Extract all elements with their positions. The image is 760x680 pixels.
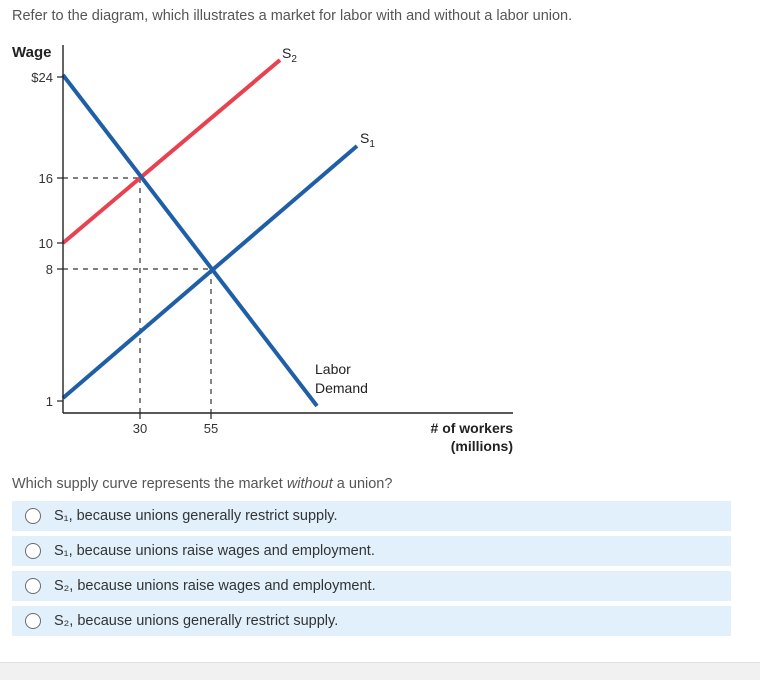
s1-supply-curve [61,144,359,400]
question-stem-emphasis: without [286,476,333,492]
question-stem-after: a union? [332,476,393,492]
x-tick-label-30: 30 [133,421,147,436]
s2-label-sub: 2 [291,54,297,65]
s1-label-main: S [360,130,369,146]
x-tick-label-55: 55 [204,421,218,436]
y-axis-title: Wage [12,44,51,61]
y-tick-label-16: 16 [39,171,53,186]
answer-option-1[interactable]: S₁, because unions generally restrict su… [12,501,731,531]
answer-option-label: S₂, because unions raise wages and emplo… [54,578,376,594]
radio-unselected-icon[interactable] [25,508,41,524]
s2-supply-curve [61,58,282,245]
radio-unselected-icon[interactable] [25,578,41,594]
demand-label-line1: Labor [315,361,351,377]
y-tick-label-24: $24 [31,70,53,85]
radio-unselected-icon[interactable] [25,543,41,559]
footer-bar [0,662,760,680]
s2-label-main: S [282,45,291,61]
s2-label: S2 [282,45,297,65]
answer-option-3[interactable]: S₂, because unions raise wages and emplo… [12,571,731,601]
y-tick-label-10: 10 [39,236,53,251]
s1-label-sub: 1 [369,139,375,150]
answer-option-label: S₁, because unions raise wages and emplo… [54,543,375,559]
s1-label: S1 [360,130,375,150]
y-tick-label-1: 1 [46,394,53,409]
x-axis-title-line1: # of workers [431,420,514,436]
answer-option-label: S₁, because unions generally restrict su… [54,508,338,524]
labor-demand-curve [61,73,319,408]
labor-market-chart: Wage $24 16 10 8 1 30 55 # of workers (m… [0,36,560,466]
answer-option-label: S₂, because unions generally restrict su… [54,613,339,629]
answer-option-4[interactable]: S₂, because unions generally restrict su… [12,606,731,636]
question-stem: Which supply curve represents the market… [12,476,392,492]
question-stem-before: Which supply curve represents the market [12,476,287,492]
x-axis-title-line2: (millions) [451,438,513,454]
question-prompt: Refer to the diagram, which illustrates … [12,8,573,24]
answer-option-2[interactable]: S₁, because unions raise wages and emplo… [12,536,731,566]
demand-label-line2: Demand [315,380,368,396]
radio-unselected-icon[interactable] [25,613,41,629]
y-tick-label-8: 8 [46,262,53,277]
chart-svg: Wage $24 16 10 8 1 30 55 # of workers (m… [12,44,514,454]
answer-options: S₁, because unions generally restrict su… [12,501,731,641]
